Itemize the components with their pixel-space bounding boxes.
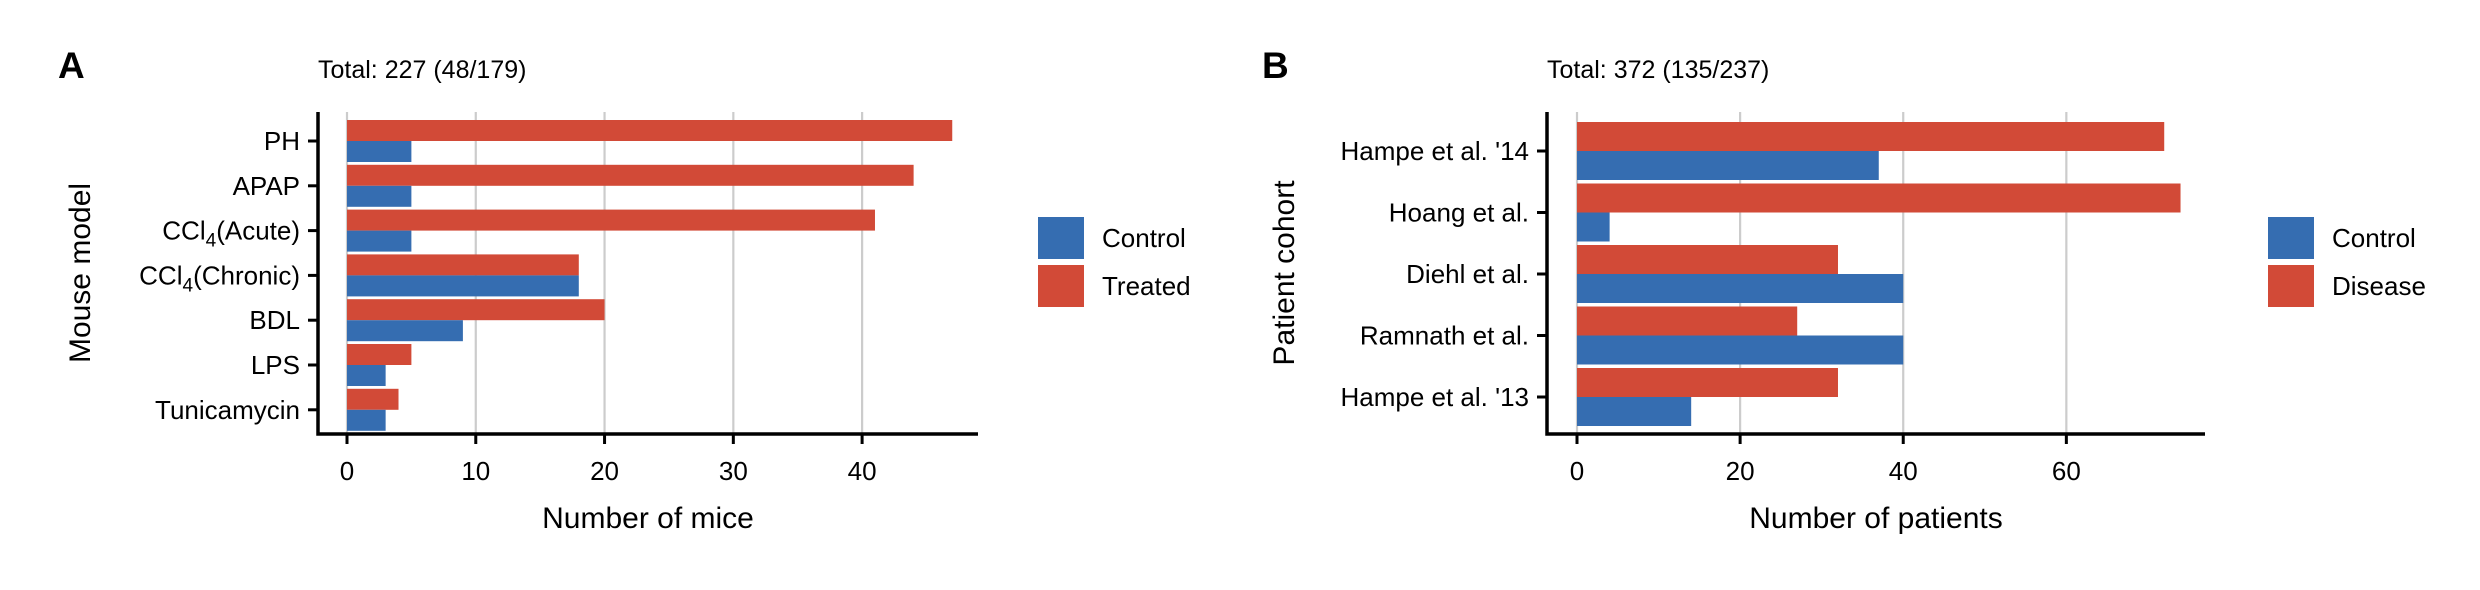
bar-control <box>1577 212 1610 242</box>
panel-letter: A <box>58 45 85 86</box>
x-tick-label: 40 <box>848 456 877 486</box>
bar-treated <box>347 120 953 141</box>
bar-treated <box>347 344 412 365</box>
x-tick-label: 10 <box>461 456 490 486</box>
legend-swatch <box>2268 265 2314 307</box>
x-tick-label: 40 <box>1889 456 1918 486</box>
bar-control <box>347 230 412 252</box>
bar-treated <box>347 209 875 231</box>
bar-control <box>347 185 412 207</box>
bar-disease <box>1577 122 2165 151</box>
y-axis-label: Mouse model <box>64 183 97 363</box>
panel-a: A Total: 227 (48/179) PH APAP CCl4(Acute) CCl… <box>58 45 1191 535</box>
legend-swatch <box>1038 217 1084 259</box>
legend-label: Treated <box>1102 271 1191 301</box>
y-tick-label: Ramnath et al. <box>1360 321 1529 351</box>
y-tick-label: Tunicamycin <box>155 395 300 425</box>
bar-disease <box>1577 245 1838 274</box>
bar-treated <box>347 254 579 276</box>
axes <box>1545 112 2205 436</box>
x-tick-label: 20 <box>1726 456 1755 486</box>
x-tick-label: 30 <box>719 456 748 486</box>
y-tick-label: Hampe et al. '14 <box>1340 136 1529 166</box>
y-tick-label: CCl4(Acute) <box>162 216 300 252</box>
panel-b: B Total: 372 (135/237) Hampe et al. '14 Hoa… <box>1262 45 2426 535</box>
bar-control <box>1577 335 1904 365</box>
y-tick-label: APAP <box>233 171 300 201</box>
bar-control <box>347 320 463 342</box>
x-tick-label: 60 <box>2052 456 2081 486</box>
legend: Control Treated <box>1038 217 1191 307</box>
legend-label: Disease <box>2332 271 2426 301</box>
x-axis-label: Number of mice <box>542 502 754 535</box>
x-tick-label: 20 <box>590 456 619 486</box>
legend-swatch <box>1038 265 1084 307</box>
bar-disease <box>1577 368 1838 397</box>
bar-treated <box>347 388 399 410</box>
bar-treated <box>347 164 914 186</box>
y-axis-label: Patient cohort <box>1268 180 1301 366</box>
bar-control <box>347 365 386 386</box>
bar-control <box>347 409 386 431</box>
bar-control <box>1577 274 1904 303</box>
y-tick-label: Hampe et al. '13 <box>1340 382 1529 412</box>
y-tick-label: CCl4(Chronic) <box>139 260 300 296</box>
legend-label: Control <box>1102 223 1186 253</box>
bar-disease <box>1577 183 2181 213</box>
bar-control <box>347 141 412 162</box>
bar-disease <box>1577 306 1798 336</box>
y-tick-label: LPS <box>251 350 300 380</box>
x-tick-label: 0 <box>340 456 354 486</box>
bar-control <box>1577 397 1692 426</box>
panel-letter: B <box>1262 45 1289 86</box>
axes <box>316 112 978 436</box>
y-tick-label: PH <box>264 126 300 156</box>
legend-label: Control <box>2332 223 2416 253</box>
x-axis-label: Number of patients <box>1749 502 2002 535</box>
legend-swatch <box>2268 217 2314 259</box>
bar-treated <box>347 299 605 321</box>
panel-total: Total: 227 (48/179) <box>318 56 526 84</box>
y-tick-label: Diehl et al. <box>1406 259 1529 289</box>
bar-control <box>347 275 579 297</box>
y-tick-label: Hoang et al. <box>1389 198 1529 228</box>
bar-control <box>1577 151 1879 180</box>
y-tick-label: BDL <box>249 305 300 335</box>
x-tick-label: 0 <box>1570 456 1584 486</box>
legend: Control Disease <box>2268 217 2426 307</box>
panel-total: Total: 372 (135/237) <box>1547 56 1769 84</box>
